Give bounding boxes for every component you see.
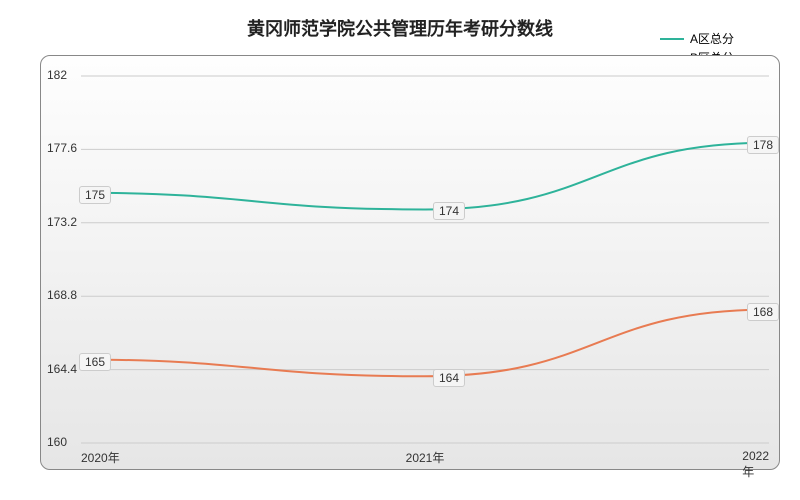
y-tick-label: 173.2 bbox=[47, 215, 77, 229]
x-tick-label: 2021年 bbox=[406, 449, 445, 466]
data-point-label: 175 bbox=[79, 186, 111, 204]
legend-swatch-a bbox=[660, 38, 684, 40]
data-point-label: 165 bbox=[79, 353, 111, 371]
data-point-label: 174 bbox=[433, 202, 465, 220]
legend-item-a: A区总分 bbox=[660, 30, 734, 47]
chart-container: 黄冈师范学院公共管理历年考研分数线 A区总分 B区总分 160164.4168.… bbox=[0, 0, 800, 500]
plot-svg bbox=[41, 56, 781, 471]
x-tick-label: 2022年 bbox=[742, 449, 769, 480]
plot-area: 160164.4168.8173.2177.61822020年2021年2022… bbox=[40, 55, 780, 470]
y-tick-label: 164.4 bbox=[47, 362, 77, 376]
y-tick-label: 160 bbox=[47, 435, 67, 449]
y-tick-label: 168.8 bbox=[47, 288, 77, 302]
y-tick-label: 182 bbox=[47, 68, 67, 82]
x-tick-label: 2020年 bbox=[81, 449, 120, 466]
data-point-label: 164 bbox=[433, 369, 465, 387]
data-point-label: 168 bbox=[747, 303, 779, 321]
legend-label-a: A区总分 bbox=[690, 30, 734, 47]
y-tick-label: 177.6 bbox=[47, 141, 77, 155]
data-point-label: 178 bbox=[747, 136, 779, 154]
